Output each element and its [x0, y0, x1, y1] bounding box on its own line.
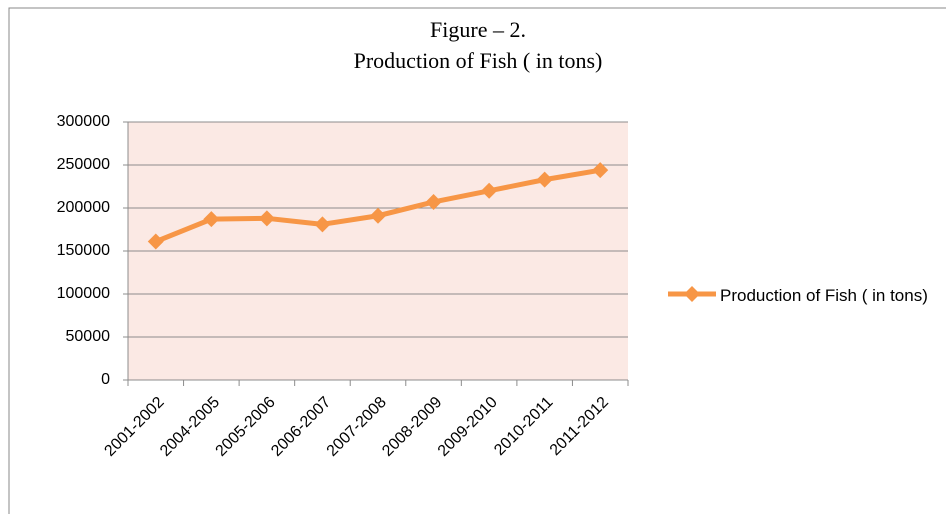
- data-point: [147, 233, 164, 250]
- data-point: [425, 193, 442, 210]
- y-tick-label: 200000: [57, 199, 110, 216]
- data-point: [203, 211, 220, 228]
- data-point: [370, 207, 386, 224]
- y-tick-label: 250000: [57, 156, 110, 173]
- data-point: [481, 182, 498, 199]
- chart-subtitle: Production of Fish ( in tons): [354, 48, 603, 73]
- legend-marker: [684, 286, 700, 302]
- legend-label: Production of Fish ( in tons): [720, 286, 928, 305]
- data-point: [536, 171, 553, 188]
- chart-title: Figure – 2.: [430, 17, 526, 42]
- y-tick-label: 150000: [57, 242, 110, 259]
- data-point: [592, 162, 609, 179]
- data-point: [314, 216, 331, 233]
- y-tick-label: 300000: [57, 113, 110, 130]
- y-tick-label: 100000: [57, 285, 110, 302]
- y-tick-label: 50000: [66, 328, 111, 345]
- y-tick-label: 0: [101, 371, 110, 388]
- data-point: [258, 210, 275, 227]
